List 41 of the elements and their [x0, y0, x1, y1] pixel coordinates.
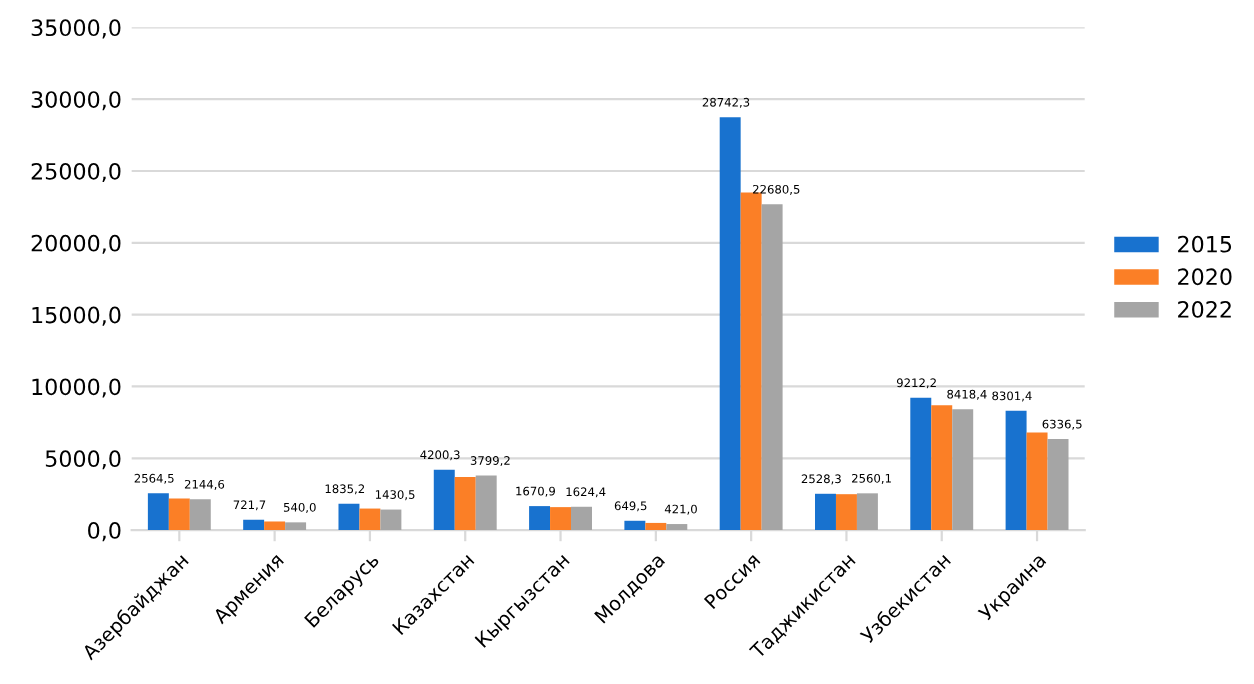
bar — [666, 524, 688, 531]
bar — [1047, 439, 1069, 531]
bar — [189, 499, 211, 531]
y-tick-label: 10000,0 — [32, 378, 121, 398]
bar — [168, 498, 190, 531]
bar — [285, 522, 307, 531]
bar — [1005, 410, 1027, 531]
bar — [550, 507, 572, 531]
y-tick-label: 35000,0 — [31, 19, 121, 39]
bar — [264, 521, 286, 531]
bar — [338, 503, 360, 531]
bar — [571, 506, 592, 531]
bar — [931, 405, 953, 531]
bar — [433, 469, 455, 531]
y-tick-label: 15000,0 — [32, 306, 121, 326]
bar — [624, 520, 646, 531]
y-tick-label: 25000,0 — [31, 162, 121, 183]
bar — [1026, 432, 1048, 531]
y-tick-label: 5000,0 — [45, 450, 121, 470]
bar — [147, 493, 169, 531]
y-tick-label: 20000,0 — [31, 234, 121, 254]
y-tick-label: 0,0 — [88, 522, 121, 542]
bar — [761, 204, 783, 531]
legend-label: 2020 — [1178, 268, 1232, 286]
bar — [359, 508, 381, 531]
legend-label: 2015 — [1178, 235, 1232, 253]
bar — [529, 506, 551, 531]
legend-label: 2022 — [1178, 300, 1231, 318]
bar — [475, 475, 497, 531]
bar — [454, 476, 476, 531]
y-tick-label: 30000,0 — [31, 91, 121, 111]
bar — [952, 409, 974, 531]
bar — [645, 522, 667, 531]
bar — [856, 493, 878, 531]
bar — [740, 192, 762, 531]
bar — [835, 494, 857, 531]
bar — [380, 509, 402, 531]
bar — [910, 397, 932, 531]
bar — [243, 519, 265, 531]
bar — [719, 117, 741, 531]
bar — [815, 493, 836, 531]
